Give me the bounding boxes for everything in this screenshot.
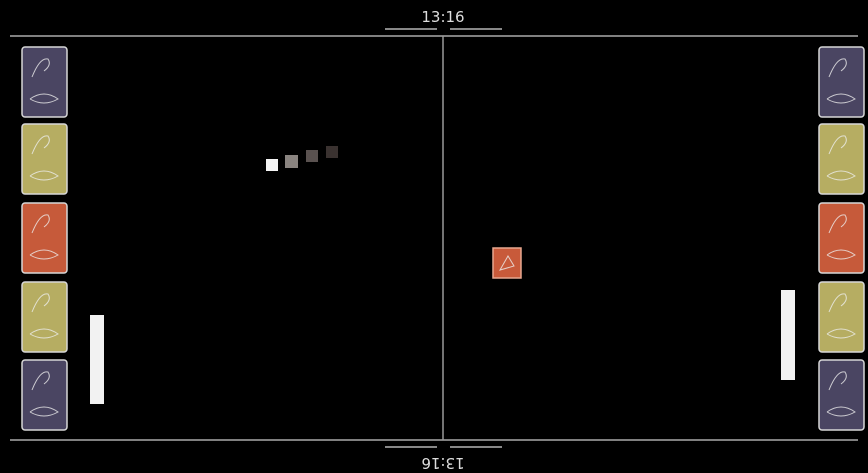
left-paddle [90, 315, 104, 404]
ball-trail [326, 146, 338, 158]
card [21, 46, 68, 118]
card [21, 202, 68, 274]
card-art [826, 58, 856, 104]
card-art [826, 293, 856, 339]
card-art [29, 293, 59, 339]
ball-art [498, 255, 515, 271]
card [818, 123, 865, 195]
card [21, 359, 68, 431]
ball-trail [306, 150, 318, 162]
card [21, 281, 68, 353]
card-art [826, 371, 856, 417]
score-bottom: 13:16 [421, 454, 464, 472]
card [21, 123, 68, 195]
card [818, 359, 865, 431]
ball [492, 247, 522, 279]
card-columns [21, 46, 865, 431]
card-art [29, 214, 59, 260]
card-art [29, 371, 59, 417]
card-art [29, 58, 59, 104]
card-art [826, 214, 856, 260]
card [818, 46, 865, 118]
right-paddle [781, 290, 795, 380]
card-art [29, 135, 59, 181]
card [818, 202, 865, 274]
card [818, 281, 865, 353]
ball-trail [266, 159, 278, 171]
score-top: 13:16 [421, 8, 464, 26]
ball-trail [285, 155, 298, 168]
card-art [826, 135, 856, 181]
